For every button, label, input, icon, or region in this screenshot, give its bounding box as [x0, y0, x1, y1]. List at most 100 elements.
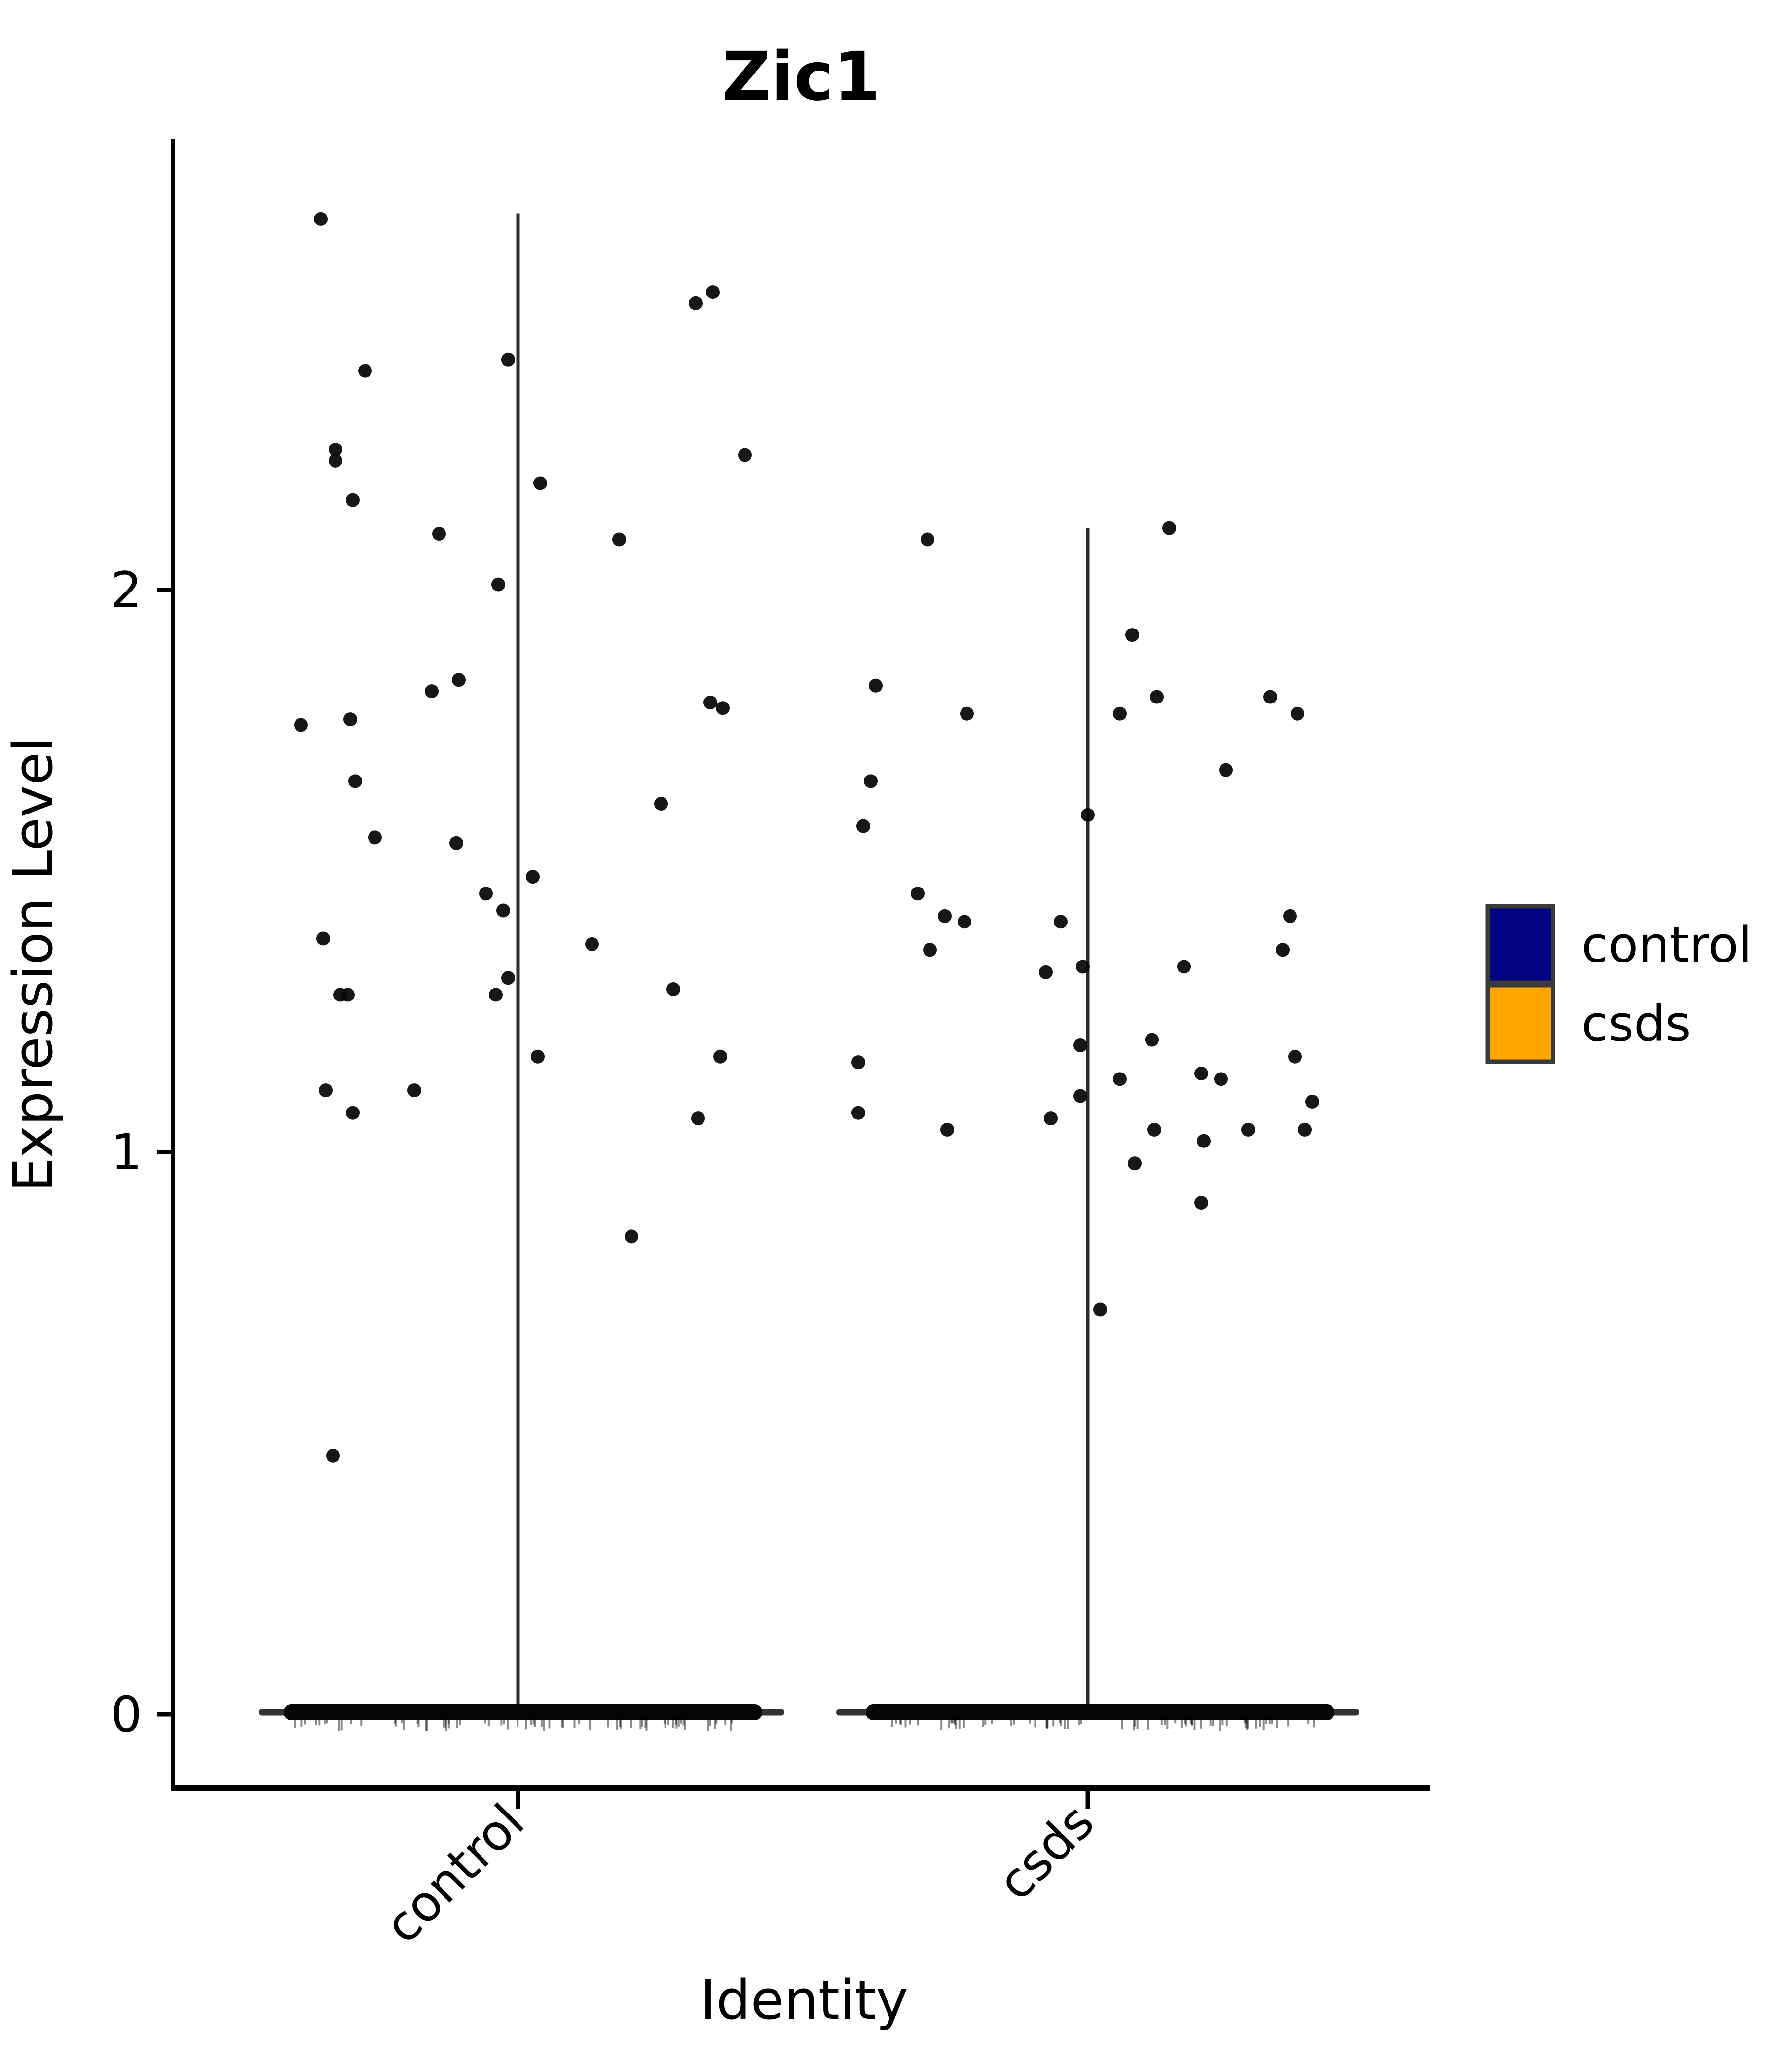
zero-band-fuzz — [684, 1717, 686, 1730]
zero-band-fuzz — [350, 1717, 352, 1724]
data-point-csds — [1081, 808, 1095, 822]
zero-band-fuzz — [641, 1717, 644, 1727]
data-point-control — [326, 1448, 340, 1463]
zero-band-fuzz — [1221, 1717, 1224, 1726]
data-point-csds — [1283, 909, 1297, 923]
zero-band-fuzz — [709, 1717, 711, 1726]
zero-band-fuzz — [672, 1717, 674, 1728]
data-point-control — [452, 673, 466, 687]
zero-band-fuzz — [667, 1717, 669, 1725]
zero-band-fuzz — [674, 1717, 677, 1725]
zero-band-fuzz — [730, 1717, 732, 1731]
zero-band-fuzz — [664, 1717, 666, 1728]
zero-band-fuzz — [1164, 1717, 1166, 1725]
zero-band-fuzz — [459, 1717, 462, 1726]
data-point-control — [329, 443, 342, 457]
zero-band-fuzz — [900, 1717, 902, 1725]
x-tick-label-control: control — [373, 1793, 535, 1955]
jitter-points — [294, 212, 1319, 1463]
data-point-control — [358, 364, 372, 378]
data-point-csds — [1288, 1049, 1302, 1064]
zero-band-fuzz — [1134, 1717, 1136, 1727]
data-point-control — [501, 971, 515, 985]
zero-band-fuzz — [707, 1717, 709, 1731]
y-tick-mark — [157, 1150, 171, 1154]
data-point-csds — [1150, 690, 1164, 704]
data-point-control — [491, 577, 505, 592]
zero-band-fuzz — [1045, 1717, 1048, 1728]
data-point-control — [703, 695, 717, 709]
zero-band-fuzz — [500, 1717, 503, 1726]
zero-band-fuzz — [645, 1717, 648, 1731]
x-tick-label-csds: csds — [987, 1793, 1105, 1911]
y-tick-mark — [157, 588, 171, 592]
zero-band-fuzz — [644, 1717, 647, 1729]
zero-band-fuzz — [630, 1717, 632, 1728]
zero-band-fuzz — [958, 1717, 961, 1729]
zero-band-fuzz — [1078, 1717, 1080, 1725]
y-tick-label: 2 — [111, 561, 142, 619]
zero-band-fuzz — [954, 1717, 956, 1726]
zero-band-fuzz — [895, 1717, 897, 1724]
zero-band-fuzz — [982, 1717, 985, 1727]
data-point-csds — [1073, 1089, 1087, 1103]
zero-band-fuzz — [724, 1717, 727, 1725]
data-point-csds — [869, 678, 883, 693]
data-point-control — [689, 296, 703, 310]
zero-band-control — [284, 1704, 762, 1720]
data-point-control — [501, 352, 515, 367]
zero-band-fuzz — [1313, 1717, 1316, 1728]
data-point-csds — [864, 774, 878, 788]
zero-band-fuzz — [484, 1717, 486, 1724]
zero-band-fuzz — [682, 1717, 685, 1726]
violin-tail-left-csds — [836, 1709, 871, 1716]
zero-band-fuzz — [1191, 1717, 1193, 1725]
zero-band-fuzz — [1262, 1717, 1265, 1730]
data-point-control — [348, 774, 362, 788]
zero-band-fuzz — [517, 1717, 519, 1727]
zero-band-fuzz — [1259, 1717, 1261, 1727]
zero-band-fuzz — [403, 1717, 405, 1730]
data-point-control — [612, 532, 626, 547]
zero-band-fuzz — [1191, 1717, 1193, 1726]
zero-band-fuzz — [1246, 1717, 1248, 1730]
zero-band-fuzz — [1136, 1717, 1139, 1729]
zero-band-fuzz — [620, 1717, 622, 1729]
zero-band-fuzz — [1010, 1717, 1013, 1726]
legend-swatch-control — [1485, 904, 1555, 985]
zero-band-fuzz — [294, 1717, 296, 1728]
data-point-csds — [1263, 690, 1277, 704]
zero-band-fuzz — [1200, 1717, 1202, 1729]
zero-band-fuzz — [1243, 1717, 1246, 1724]
zero-band-fuzz — [1147, 1717, 1149, 1730]
zero-band-fuzz — [953, 1717, 956, 1724]
zero-band-fuzz — [1247, 1717, 1249, 1729]
zero-band-fuzz — [1193, 1717, 1196, 1731]
zero-band-fuzz — [360, 1717, 363, 1726]
zero-band-fuzz — [991, 1717, 993, 1724]
data-point-control — [346, 1106, 360, 1120]
zero-band-fuzz — [1046, 1717, 1049, 1729]
data-point-control — [329, 453, 342, 468]
violin-line-csds — [1086, 528, 1090, 1712]
zero-band-fuzz — [1034, 1717, 1036, 1728]
data-point-control — [716, 701, 730, 715]
y-tick-label: 0 — [111, 1686, 142, 1743]
zero-band-fuzz — [1060, 1717, 1062, 1726]
zero-band-fuzz — [1276, 1717, 1278, 1728]
zero-band-fuzz — [393, 1717, 396, 1724]
data-point-csds — [1291, 706, 1304, 721]
zero-band-fuzz — [950, 1717, 953, 1724]
data-point-control — [341, 988, 355, 1002]
zero-band-csds — [866, 1704, 1334, 1720]
zero-band-fuzz — [534, 1717, 536, 1727]
data-point-csds — [1073, 1038, 1087, 1052]
zero-band-fuzz — [542, 1717, 545, 1731]
zero-band-fuzz — [1184, 1717, 1186, 1725]
zero-band-fuzz — [340, 1717, 343, 1731]
zero-band-fuzz — [304, 1717, 306, 1725]
y-tick-label: 1 — [111, 1123, 142, 1181]
zero-band-fuzz — [447, 1717, 450, 1729]
zero-band-fuzz — [1166, 1717, 1169, 1729]
zero-band-fuzz — [394, 1717, 397, 1727]
